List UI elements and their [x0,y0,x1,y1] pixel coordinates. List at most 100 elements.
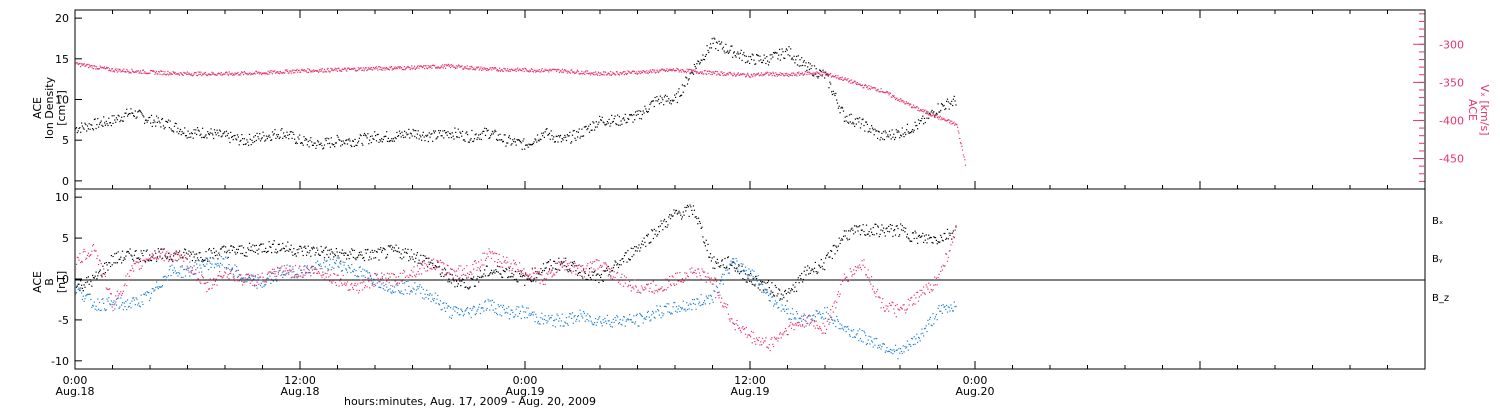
data-point-vx [215,74,217,76]
data-point-by [582,317,584,319]
data-point-ion density [464,140,466,142]
data-point-ion density [150,114,153,116]
data-point-by [377,279,379,281]
data-point-by [736,260,738,262]
data-point-ion density [773,52,775,54]
data-point-vx [117,68,119,70]
data-point-ion density [437,136,439,138]
data-point-by [457,308,459,310]
data-point-bx [456,285,458,287]
data-point-ion density [884,130,886,132]
data-point-bx [316,247,318,249]
data-point-ion density [358,140,360,142]
data-point-by [583,312,585,314]
data-point-vx [129,71,131,73]
data-point-ion density [352,140,354,142]
data-point-bx [825,257,827,259]
data-point-by [805,320,807,323]
data-point-bx [919,236,921,238]
data-point-bz [84,250,86,253]
data-point-bx [155,252,157,254]
data-point-vx [619,72,621,74]
data-point-by [647,310,649,312]
data-point-bx [589,277,591,279]
data-point-vx [142,69,144,71]
data-point-bz [379,281,381,283]
data-point-bx [376,251,378,253]
data-point-bx [656,235,658,237]
data-point-bx [236,252,239,254]
data-point-vx [836,77,838,79]
data-point-bx [672,215,674,217]
data-point-bx [375,257,377,259]
data-point-bx [169,255,171,257]
data-point-ion density [647,111,649,113]
data-point-bx [802,281,804,283]
data-point-by [429,293,431,295]
data-point-ion density [289,131,291,133]
data-point-bz [381,272,383,274]
data-point-by [658,310,660,312]
data-point-by [877,344,879,346]
data-point-vx [708,70,711,72]
data-point-ion density [525,144,527,146]
data-point-ion density [629,114,631,116]
data-point-bz [165,252,167,255]
data-point-by [733,258,735,260]
data-point-bx [894,229,896,231]
data-point-by [277,271,279,273]
data-point-by [335,259,337,262]
data-point-bz [202,277,204,279]
data-point-vx [685,72,687,74]
data-point-bz [247,274,249,276]
data-point-ion density [633,114,635,116]
data-point-ion density [862,118,864,120]
data-point-bx [294,253,296,255]
data-point-vx [532,70,534,73]
data-point-bx [738,264,740,266]
data-point-vx [853,80,855,82]
data-point-vx [548,69,550,71]
data-point-by [424,293,426,295]
data-point-by [773,305,775,307]
data-point-bx [904,231,906,233]
data-point-vx [887,92,889,94]
data-point-ion density [947,101,949,103]
data-point-vx [662,68,664,70]
data-point-ion density [917,119,920,121]
data-point-vx [484,68,486,71]
data-point-ion density [92,129,95,131]
data-point-bx [363,256,365,259]
data-point-by [437,294,439,297]
data-point-by [626,319,628,321]
data-point-vx [626,72,628,75]
data-point-bz [443,263,445,265]
data-point-by [920,333,922,335]
data-point-vx [809,71,811,73]
data-point-ion density [945,107,947,110]
data-point-vx [691,70,693,72]
data-point-bx [109,265,112,268]
data-point-vx [176,73,178,75]
data-point-by [748,268,750,270]
data-point-by [340,270,343,272]
data-point-vx [964,164,967,166]
data-point-bx [305,247,307,249]
data-point-bz [451,268,453,270]
data-point-vx [532,71,535,73]
data-point-vx [811,73,813,75]
data-point-bx [901,225,903,227]
data-point-vx [902,101,905,103]
data-point-bx [221,246,223,248]
data-point-vx [169,73,171,75]
data-point-bx [523,274,525,276]
data-point-vx [574,72,576,74]
data-point-vx [910,103,912,105]
data-point-vx [354,69,356,71]
data-point-ion density [293,133,295,135]
data-point-vx [707,70,709,72]
data-point-by [770,292,772,294]
data-point-bx [263,250,265,252]
data-point-vx [901,100,903,102]
data-point-bx [248,249,250,251]
